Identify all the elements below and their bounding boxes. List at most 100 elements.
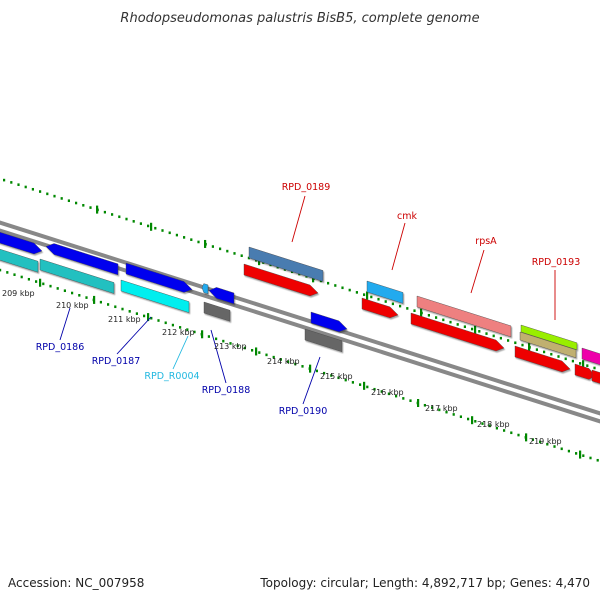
scale-label: 212 kbp: [162, 328, 195, 337]
gene-rpd-0193: [520, 324, 578, 351]
gene-rpsA-cds: [410, 312, 505, 352]
inner-major-tick: [93, 295, 96, 304]
outer-tick-dot: [53, 194, 56, 198]
outer-tick-dot: [17, 183, 20, 186]
outer-tick-dot: [183, 236, 186, 239]
inner-tick-dot: [135, 312, 138, 315]
outer-tick-dot: [147, 224, 150, 228]
inner-major-tick: [579, 450, 582, 459]
backbone: [0, 220, 600, 424]
outer-tick-dot: [449, 320, 452, 324]
inner-tick-dot: [539, 440, 542, 444]
outer-tick-dot: [348, 288, 351, 292]
inner-major-tick: [255, 347, 258, 356]
gene-cmk: [366, 280, 404, 304]
inner-tick-dot: [359, 383, 362, 386]
outer-tick-dot: [485, 332, 488, 335]
label-rpd-0189: RPD_0189: [282, 182, 331, 193]
inner-tick-dot: [402, 397, 405, 400]
outer-tick-dot: [24, 185, 27, 189]
outer-tick-dot: [363, 293, 366, 296]
inner-major-tick: [363, 381, 366, 390]
inner-tick-dot: [236, 344, 239, 348]
inner-tick-dot: [186, 328, 189, 331]
inner-tick-dot: [171, 323, 174, 327]
outer-tick-dot: [507, 339, 510, 342]
gene-rpd-0186-cds: [39, 258, 115, 294]
outer-tick-dot: [543, 350, 546, 354]
map-title: Rhodopseudomonas palustris BisB5, comple…: [120, 11, 479, 26]
label-rpd-0190: RPD_0190: [279, 406, 328, 417]
outer-tick-dot: [334, 284, 337, 287]
outer-tick-dot: [67, 199, 70, 203]
gene-rpd-0193-cds: [514, 345, 571, 373]
inner-major-tick: [417, 399, 420, 408]
outer-tick-dot: [463, 325, 466, 329]
inner-tick-dot: [71, 291, 74, 295]
outer-tick-dot: [442, 318, 445, 322]
scale-label: 209 kbp: [2, 289, 35, 298]
inner-tick-dot: [373, 387, 376, 391]
outer-tick-dot: [435, 316, 438, 319]
outer-tick-dot: [478, 330, 481, 333]
label-rpd-0187-leader: [116, 316, 152, 355]
inner-tick-dot: [467, 417, 470, 421]
outer-tick-dot: [399, 304, 402, 308]
outer-tick-dot: [341, 286, 344, 290]
outer-tick-dot: [125, 217, 128, 221]
inner-tick-dot: [243, 346, 246, 350]
outer-tick-dot: [593, 366, 596, 370]
outer-tick-dot: [427, 313, 430, 317]
outer-tick-dot: [499, 336, 502, 340]
inner-tick-dot: [301, 365, 304, 368]
outer-tick-dot: [586, 364, 589, 367]
outer-tick-dot: [103, 210, 106, 214]
outer-major-tick: [366, 291, 369, 300]
inner-tick-dot: [553, 445, 556, 448]
inner-tick-dot: [272, 355, 275, 359]
outer-tick-dot: [377, 297, 380, 301]
outer-tick-dot: [226, 249, 229, 253]
inner-tick-dot: [531, 438, 534, 441]
label-rpd-0188: RPD_0188: [202, 385, 251, 396]
inner-tick-dot: [42, 282, 45, 286]
outer-tick-dot: [31, 187, 34, 191]
scale-label: 211 kbp: [108, 315, 141, 324]
backbone-line-1: [0, 220, 600, 416]
inner-tick-dot: [445, 410, 448, 414]
inner-tick-dot: [150, 316, 153, 320]
outer-tick-dot: [521, 343, 524, 347]
genome-summary: Topology: circular; Length: 4,892,717 bp…: [259, 576, 590, 590]
inner-tick-dot: [517, 433, 520, 437]
label-rpd-0189-leader: [291, 195, 306, 243]
inner-tick-dot: [114, 305, 117, 309]
gene-rpd-0195-cds: [591, 369, 600, 384]
outer-tick-dot: [190, 238, 193, 241]
gene-rpd-0186: [45, 243, 119, 276]
outer-tick-dot: [557, 355, 560, 358]
inner-tick-dot: [222, 339, 225, 343]
scale-label: 214 kbp: [267, 357, 300, 366]
outer-major-tick: [420, 308, 423, 317]
outer-tick-dot: [82, 204, 85, 207]
inner-tick-dot: [344, 378, 347, 382]
gene-cmk-cds: [361, 297, 399, 319]
outer-tick-dot: [406, 307, 409, 310]
outer-tick-dot: [492, 334, 495, 338]
outer-tick-dot: [39, 190, 42, 193]
outer-tick-dot: [111, 213, 114, 216]
gene-rpd-0187-cds: [120, 279, 190, 313]
inner-tick-dot: [488, 424, 491, 428]
inner-tick-dot: [575, 452, 578, 455]
inner-major-tick: [201, 330, 204, 339]
label-rpd-0186-leader: [59, 307, 71, 341]
inner-tick-dot: [27, 277, 30, 281]
inner-tick-dot: [294, 362, 297, 366]
inner-major-tick: [39, 278, 42, 287]
scale-label: 213 kbp: [214, 342, 247, 351]
gene-rpd-0188-cds: [203, 301, 231, 322]
inner-tick-dot: [481, 422, 484, 425]
gene-rpd-0185-cds: [0, 248, 39, 273]
scale-label: 215 kbp: [320, 372, 353, 381]
